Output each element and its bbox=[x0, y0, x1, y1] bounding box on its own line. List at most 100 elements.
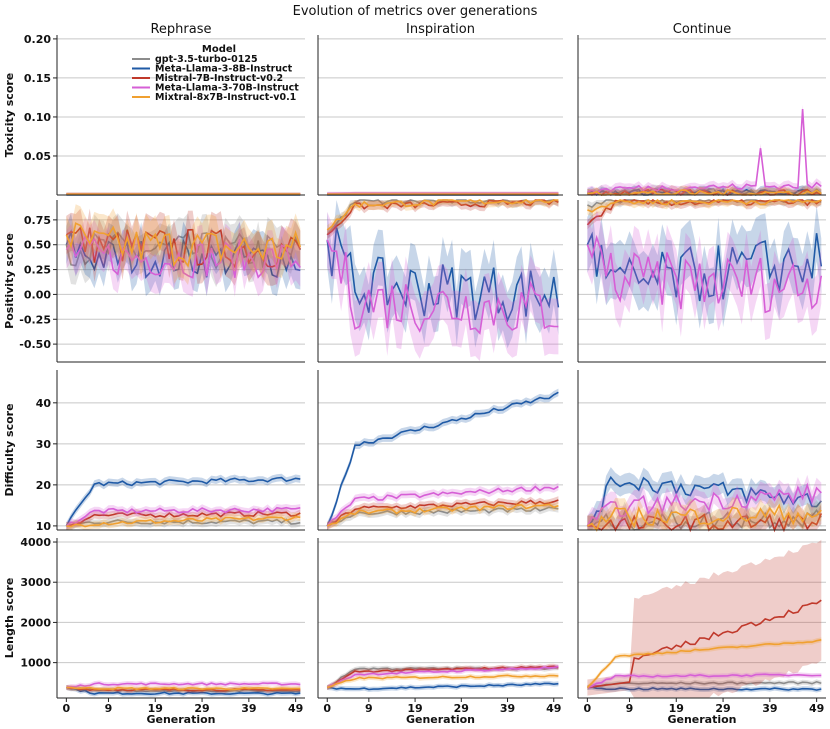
confidence-band bbox=[66, 213, 301, 297]
series-line bbox=[66, 510, 301, 527]
series-line bbox=[66, 515, 301, 528]
confidence-band bbox=[587, 539, 822, 698]
series-line bbox=[327, 682, 559, 691]
series-line bbox=[586, 231, 823, 302]
series-line bbox=[587, 198, 822, 213]
x-tick-label: 29 bbox=[454, 702, 469, 715]
series-line bbox=[326, 506, 559, 527]
confidence-band bbox=[66, 213, 301, 288]
y-tick-label: 0.25 bbox=[24, 264, 51, 277]
confidence-band bbox=[327, 500, 559, 530]
series-line bbox=[65, 222, 302, 268]
x-axis-label: Generation bbox=[146, 713, 215, 726]
subplot-positivity-rephrase: -0.50 -0.25 0.00 0.25 0.50 0.75 Positivity sco… bbox=[3, 200, 305, 363]
confidence-band bbox=[587, 467, 822, 530]
y-tick-label: 40 bbox=[36, 397, 52, 410]
confidence-band bbox=[587, 205, 822, 329]
x-tick-label: 19 bbox=[669, 702, 684, 715]
x-tick-label: 0 bbox=[584, 702, 592, 715]
chart-title: Evolution of metrics over generations bbox=[293, 4, 538, 19]
series-line bbox=[587, 188, 822, 196]
series-line bbox=[586, 639, 822, 689]
confidence-band bbox=[66, 217, 301, 297]
series-line bbox=[65, 476, 301, 527]
legend-entry: Mistral-7B-Instruct-v0.2 bbox=[155, 73, 283, 84]
confidence-band bbox=[66, 208, 301, 286]
x-tick-label: 39 bbox=[241, 702, 256, 715]
series-line bbox=[66, 686, 301, 691]
x-tick-label: 49 bbox=[288, 702, 303, 715]
subplot-toxicity-continue bbox=[577, 35, 826, 197]
panel-grid: Rephrase 0.05 0.10 0.15 0.20 Toxicity score -0… bbox=[3, 22, 826, 726]
subplot-length-rephrase: 1000 2000 3000 4000 0 9 19 29 39 49 Generation Leng… bbox=[3, 536, 305, 726]
y-tick-label: 0.20 bbox=[24, 33, 51, 46]
x-tick-label: 39 bbox=[500, 702, 515, 715]
x-tick-label: 19 bbox=[148, 702, 163, 715]
series-line bbox=[326, 674, 559, 689]
y-tick-label: 3000 bbox=[20, 576, 51, 589]
x-tick-label: 9 bbox=[626, 702, 634, 715]
x-tick-label: 0 bbox=[63, 702, 71, 715]
series-line bbox=[326, 665, 559, 689]
series-line bbox=[326, 239, 559, 335]
confidence-band bbox=[327, 200, 559, 235]
series-line bbox=[587, 673, 822, 689]
series-line bbox=[326, 199, 559, 236]
confidence-band bbox=[327, 388, 559, 530]
x-tick-label: 29 bbox=[715, 702, 730, 715]
confidence-band bbox=[327, 496, 559, 530]
x-axis-label: Generation bbox=[667, 713, 736, 726]
column-title: Continue bbox=[673, 22, 731, 37]
confidence-band bbox=[66, 473, 301, 530]
confidence-band bbox=[66, 512, 301, 530]
series-line bbox=[587, 686, 822, 691]
confidence-band bbox=[327, 200, 559, 240]
y-tick-label: 30 bbox=[36, 438, 52, 451]
y-tick-label: 0.15 bbox=[24, 72, 51, 85]
subplot-toxicity-rephrase: 0.05 0.10 0.15 0.20 Toxicity score bbox=[3, 33, 305, 196]
column-title: Rephrase bbox=[150, 22, 211, 37]
subplot-difficulty-rephrase: 10 20 30 40 Difficulty score bbox=[3, 370, 305, 533]
confidence-band bbox=[66, 204, 301, 285]
series-line bbox=[65, 506, 301, 527]
series-line bbox=[326, 485, 559, 527]
confidence-band bbox=[327, 482, 559, 530]
x-tick-label: 29 bbox=[194, 702, 209, 715]
subplot-difficulty-inspiration bbox=[317, 370, 563, 531]
series-line bbox=[65, 229, 301, 279]
series-line bbox=[587, 599, 822, 689]
y-tick-label: 0.50 bbox=[24, 239, 51, 252]
y-tick-label: 2000 bbox=[20, 616, 51, 629]
series-line bbox=[66, 682, 301, 689]
series-line bbox=[65, 234, 301, 279]
subplot-positivity-continue bbox=[577, 198, 826, 363]
y-axis-label: Length score bbox=[3, 578, 16, 659]
legend-entry: Meta-Llama-3-70B-Instruct bbox=[155, 83, 299, 94]
series-line bbox=[586, 234, 823, 314]
subplot-length-continue: 0 9 19 29 39 49 Generation bbox=[577, 538, 826, 726]
subplot-difficulty-continue bbox=[577, 370, 826, 533]
legend-entry: Mixtral-8x7B-Instruct-v0.1 bbox=[155, 92, 296, 103]
subplot-positivity-inspiration bbox=[317, 199, 563, 363]
y-tick-label: -0.50 bbox=[19, 338, 51, 351]
series-line bbox=[326, 391, 559, 527]
y-tick-label: -0.25 bbox=[19, 313, 51, 326]
legend-entry: Meta-Llama-3-8B-Instruct bbox=[155, 64, 293, 75]
confidence-band bbox=[66, 680, 301, 690]
series-line bbox=[326, 503, 559, 527]
x-tick-label: 9 bbox=[365, 702, 373, 715]
series-line bbox=[326, 199, 559, 231]
series-line bbox=[66, 686, 301, 696]
y-tick-label: 20 bbox=[36, 479, 52, 492]
legend: Modelgpt-3.5-turbo-0125Meta-Llama-3-8B-I… bbox=[132, 44, 299, 103]
confidence-band bbox=[327, 200, 559, 349]
confidence-band bbox=[327, 211, 559, 361]
y-tick-label: 1000 bbox=[20, 657, 51, 670]
series-line bbox=[587, 503, 822, 532]
confidence-band bbox=[327, 200, 559, 240]
y-tick-label: 0.75 bbox=[24, 214, 51, 227]
column-title: Inspiration bbox=[406, 22, 475, 37]
y-axis-label: Positivity score bbox=[3, 233, 16, 329]
y-tick-label: 0.10 bbox=[24, 111, 51, 124]
